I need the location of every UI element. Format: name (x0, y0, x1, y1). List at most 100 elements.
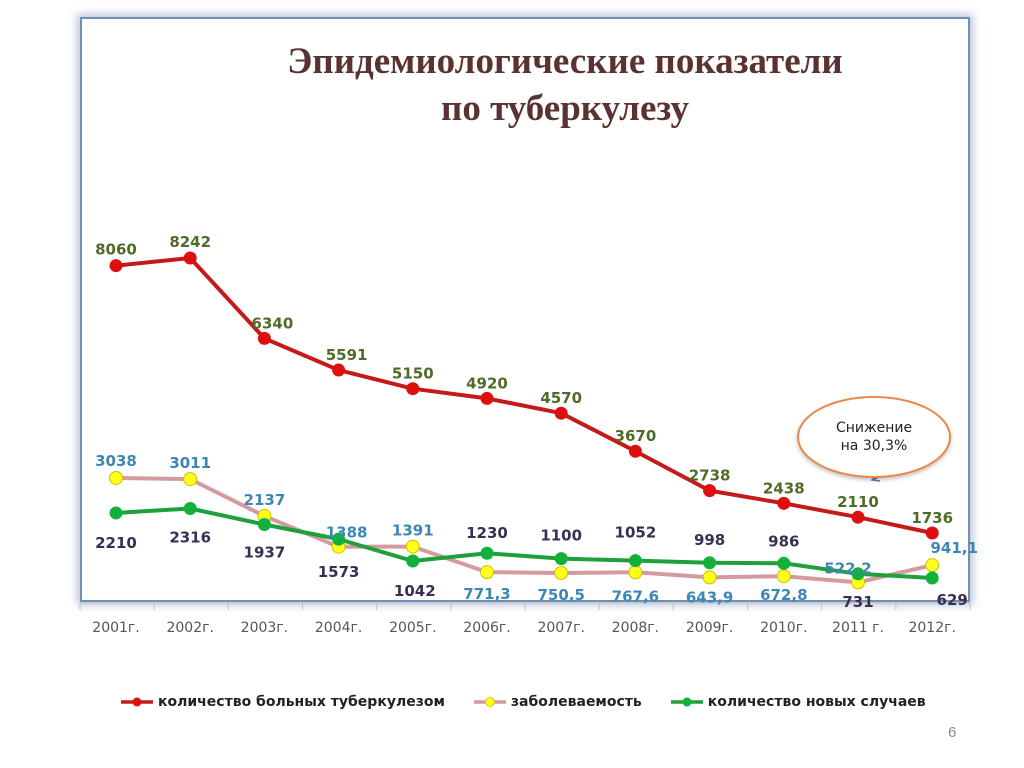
data-label: 2738 (689, 467, 731, 485)
callout-line-2: на 30,3% (840, 438, 908, 454)
data-point (554, 565, 569, 580)
series-line-0 (114, 255, 935, 535)
x-tick-label: 2002г. (166, 620, 213, 636)
data-point (109, 470, 123, 485)
data-label: 5150 (392, 365, 434, 383)
x-tick-label: 2001г. (92, 620, 139, 636)
data-label: 629 (937, 591, 968, 609)
x-tick-label: 2005г. (389, 620, 436, 636)
data-point (109, 506, 123, 520)
x-tick-label: 2009г. (686, 620, 733, 636)
data-point (777, 496, 791, 510)
legend-label-new-cases: количество новых случаев (707, 694, 926, 710)
data-label: 1230 (466, 524, 508, 542)
data-point (257, 331, 271, 345)
series-line-1 (114, 475, 935, 585)
data-point (628, 565, 643, 580)
data-label: 771,3 (463, 585, 510, 603)
chart-title: Эпидемиологические показатели по туберку… (200, 38, 930, 132)
series-line-2 (114, 506, 935, 580)
data-label: 750,5 (537, 586, 584, 604)
data-label: 522,2 (824, 559, 871, 577)
data-label: 2110 (837, 493, 879, 511)
data-point (109, 259, 123, 273)
data-label: 941,1 (930, 539, 977, 557)
data-point (703, 484, 717, 498)
data-point (702, 570, 717, 585)
data-point (183, 472, 198, 487)
data-point (925, 558, 940, 573)
data-label: 6340 (252, 314, 294, 332)
data-label: 1388 (326, 524, 368, 542)
data-label: 1391 (392, 522, 434, 540)
x-tick-label: 2007г. (537, 620, 584, 636)
legend-swatch-incidence (473, 697, 506, 707)
x-tick-label: 2004г. (315, 620, 362, 636)
data-label: 2438 (763, 479, 805, 497)
data-label: 1052 (615, 524, 657, 542)
data-point (480, 546, 494, 560)
data-label: 3011 (169, 454, 211, 472)
data-label: 4570 (540, 389, 582, 407)
data-label: 731 (842, 593, 873, 611)
data-label: 2137 (244, 491, 286, 509)
data-point (777, 556, 791, 570)
data-label: 3670 (615, 427, 657, 445)
data-point (703, 556, 717, 570)
data-label: 767,6 (612, 587, 659, 605)
data-point (628, 554, 642, 568)
data-point (406, 382, 420, 396)
chart-frame (80, 17, 970, 602)
data-point (925, 526, 939, 540)
x-tick-label: 2011 г. (832, 620, 884, 636)
legend-item-patients: количество больных туберкулезом (120, 694, 445, 710)
data-point (776, 569, 791, 584)
data-point (628, 444, 642, 458)
data-point (332, 532, 346, 546)
data-point (480, 391, 494, 405)
legend-item-new-cases: количество новых случаев (670, 694, 926, 710)
data-point (405, 539, 420, 554)
data-point (183, 251, 197, 265)
data-label: 1937 (244, 544, 286, 562)
data-point (332, 363, 346, 377)
data-label: 3038 (95, 452, 137, 470)
data-label: 1573 (318, 563, 360, 581)
x-tick-label: 2008г. (612, 620, 659, 636)
data-label: 986 (768, 532, 799, 550)
data-point (554, 552, 568, 566)
data-label: 5591 (326, 346, 368, 364)
data-label: 8060 (95, 241, 137, 259)
legend-swatch-new-cases (670, 697, 703, 707)
data-label: 998 (694, 531, 725, 549)
legend: количество больных туберкулезом заболева… (120, 694, 954, 710)
data-label: 2316 (169, 528, 211, 546)
legend-swatch-patients (121, 697, 153, 707)
data-label: 8242 (169, 233, 211, 251)
legend-item-incidence: заболеваемость (473, 694, 642, 710)
chart-title-line-2: по туберкулезу (441, 88, 689, 129)
page-number: 6 (948, 724, 957, 741)
x-tick-label: 2010г. (760, 620, 807, 636)
legend-label-patients: количество больных туберкулезом (158, 694, 445, 710)
data-label: 1736 (911, 509, 953, 527)
data-label: 643,9 (686, 588, 733, 606)
legend-label-incidence: заболеваемость (510, 694, 642, 710)
data-point (851, 567, 865, 581)
data-point (183, 501, 197, 515)
x-tick-label: 2006г. (463, 620, 510, 636)
x-tick-label: 2003г. (241, 620, 288, 636)
callout-line-1: Снижение (835, 420, 913, 436)
data-point (851, 510, 865, 524)
data-label: 1042 (394, 582, 436, 600)
chart-title-line-1: Эпидемиологические показатели (287, 41, 843, 82)
decrease-callout: Снижение на 30,3% (797, 396, 951, 478)
data-label: 672,8 (760, 586, 807, 604)
data-point (480, 565, 494, 580)
data-point (257, 518, 271, 532)
data-label: 4920 (466, 374, 508, 392)
x-tick-label: 2012г. (908, 620, 955, 636)
data-label: 2210 (95, 534, 137, 552)
data-point (925, 571, 939, 585)
